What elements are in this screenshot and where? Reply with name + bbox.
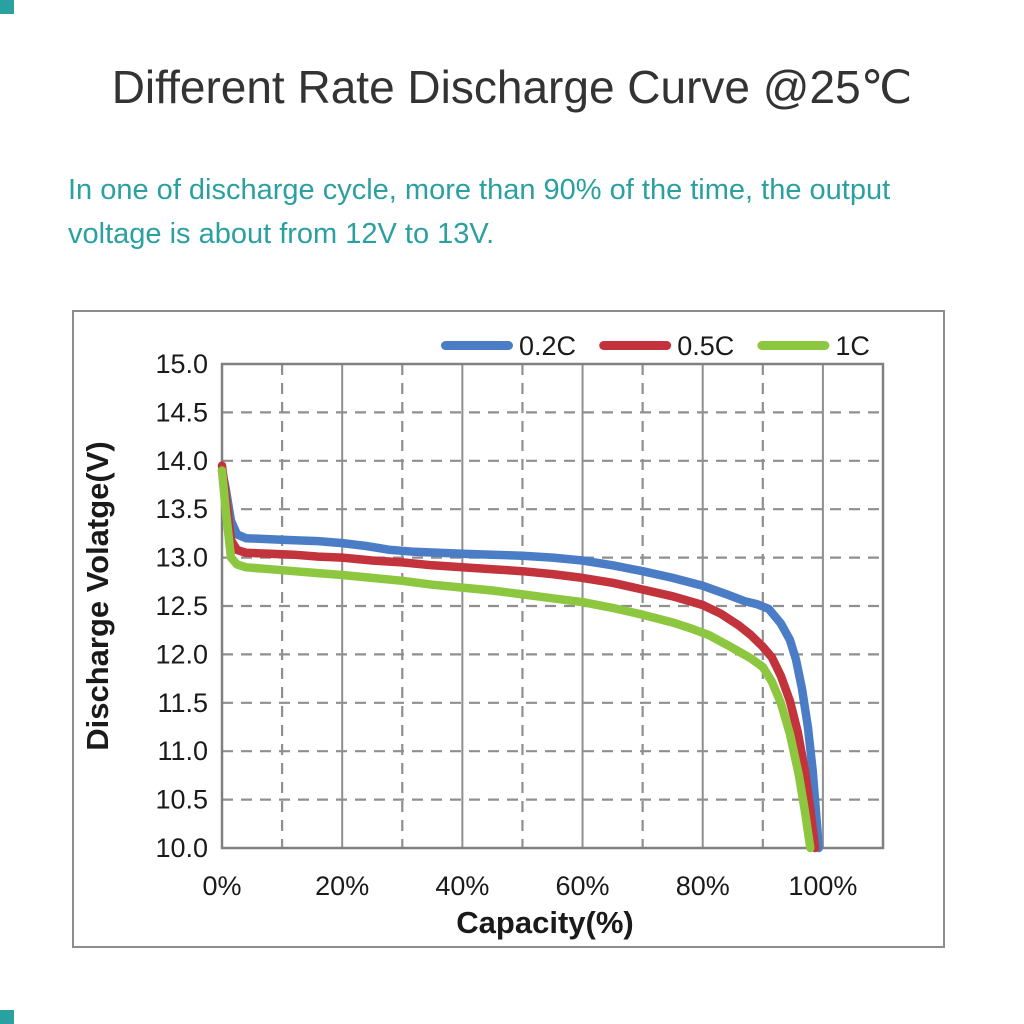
- legend-label-1C: 1C: [835, 331, 870, 361]
- y-tick-label: 13.0: [155, 543, 208, 573]
- grid-layer: [220, 362, 885, 850]
- y-axis-title: Discharge Volatge(V): [80, 441, 115, 751]
- legend: 0.2C 0.5C 1C: [441, 331, 870, 361]
- legend-swatch-1C: [757, 341, 830, 350]
- y-tick-label: 13.5: [155, 494, 208, 524]
- series-line-1C: [217, 466, 815, 853]
- corner-mark-bottom-left: [0, 1010, 14, 1024]
- corner-mark-top-left: [0, 0, 14, 14]
- y-tick-label: 12.5: [155, 591, 208, 621]
- chart-panel: 15.0 14.5 14.0 13.5 13.0 12.5 12.0 11.5 11.0 10.5…: [72, 310, 945, 948]
- labels-layer: 15.0 14.5 14.0 13.5 13.0 12.5 12.0 11.5 11.0 10.5…: [155, 349, 857, 901]
- y-tick-label: 11.5: [157, 688, 208, 718]
- chart-subtitle-line2: voltage is about from 12V to 13V.: [68, 218, 495, 250]
- x-tick-label: 20%: [315, 871, 369, 901]
- legend-swatch-0.5C: [599, 341, 672, 350]
- y-tick-label: 10.5: [155, 785, 208, 815]
- x-tick-label: 100%: [788, 871, 857, 901]
- y-tick-label: 14.0: [155, 446, 208, 476]
- y-tick-label: 14.5: [155, 397, 208, 427]
- y-tick-label: 11.0: [157, 736, 208, 766]
- y-tick-label: 10.0: [155, 833, 208, 863]
- x-tick-label: 0%: [202, 871, 241, 901]
- series-line-0.2C: [217, 466, 823, 853]
- discharge-curve-chart: 15.0 14.5 14.0 13.5 13.0 12.5 12.0 11.5 11.0 10.5…: [80, 331, 885, 940]
- curves-layer: [217, 461, 823, 853]
- x-tick-label: 80%: [676, 871, 730, 901]
- x-axis-title: Capacity(%): [456, 905, 633, 940]
- page-title: Different Rate Discharge Curve @25℃: [111, 61, 913, 113]
- legend-label-0.2C: 0.2C: [519, 331, 576, 361]
- legend-label-0.5C: 0.5C: [677, 331, 734, 361]
- legend-swatch-0.2C: [441, 341, 513, 350]
- chart-subtitle: In one of discharge cycle, more than 90%…: [68, 168, 978, 256]
- y-tick-label: 15.0: [155, 349, 208, 379]
- x-tick-label: 40%: [435, 871, 489, 901]
- y-tick-label: 12.0: [155, 639, 208, 669]
- x-tick-label: 60%: [556, 871, 610, 901]
- chart-subtitle-line1: In one of discharge cycle, more than 90%…: [68, 174, 891, 206]
- plot-border: [220, 362, 885, 850]
- series-line-0.5C: [217, 461, 820, 853]
